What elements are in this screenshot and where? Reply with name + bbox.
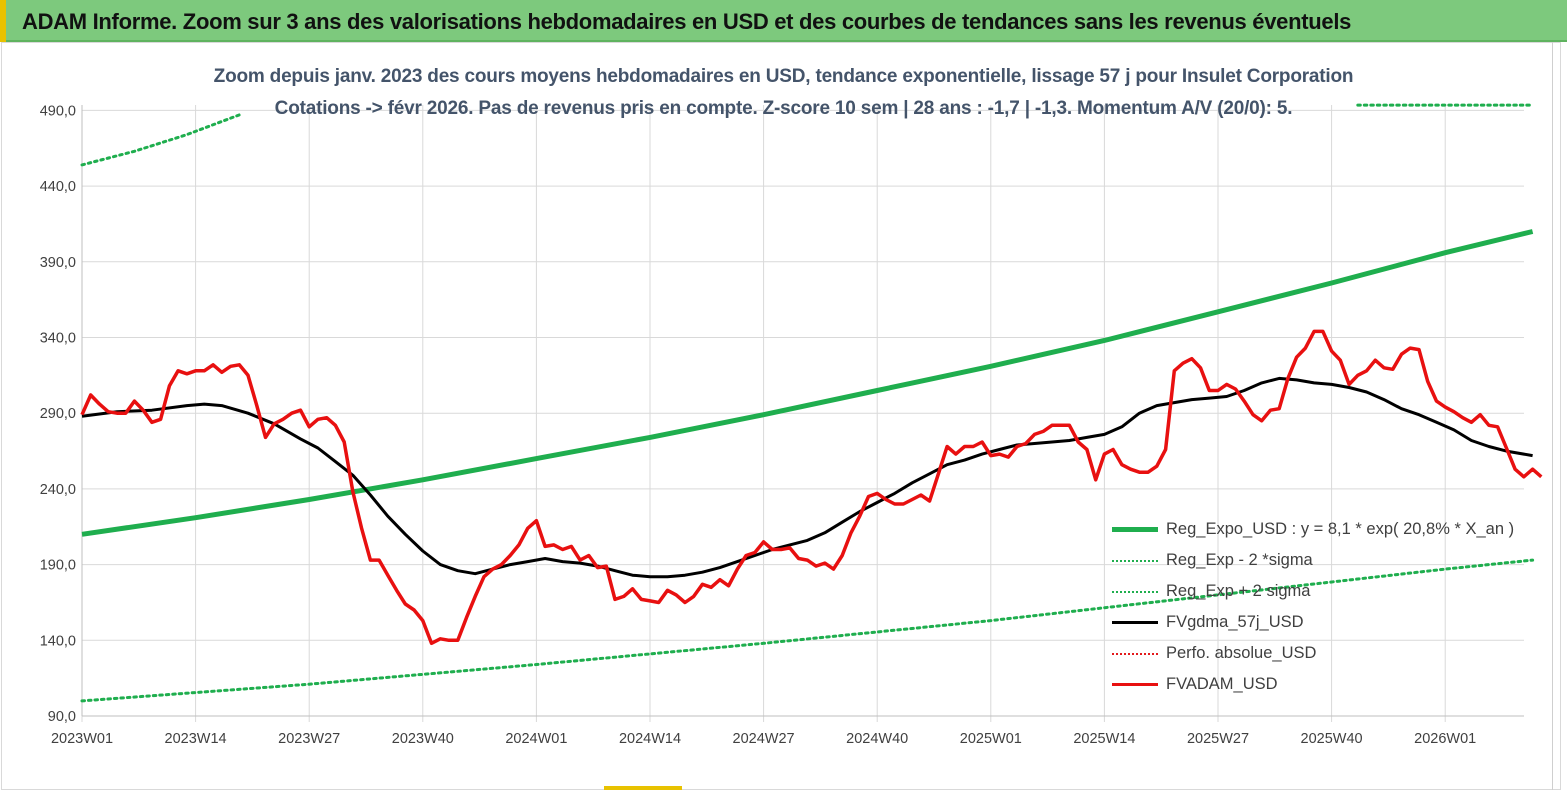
x-tick-label: 2024W14 [619,731,681,747]
chart-legend: Reg_Expo_USD : y = 8,1 * exp( 20,8% * X_… [1112,514,1514,700]
frame-edge [1552,42,1561,790]
x-tick-label: 2026W01 [1414,731,1476,747]
legend-label: FVgdma_57j_USD [1166,613,1304,631]
legend-swatch [1112,527,1158,532]
legend-swatch [1112,683,1158,686]
legend-item: Reg_Exp - 2 *sigma [1112,545,1514,576]
legend-swatch [1112,590,1158,593]
y-tick-label: 490,0 [40,103,76,119]
header-banner: ADAM Informe. Zoom sur 3 ans des valoris… [0,0,1567,42]
legend-label: Perfo. absolue_USD [1166,644,1317,662]
legend-swatch [1112,652,1158,655]
legend-label: Reg_Exp + 2 sigma [1166,582,1311,600]
price-line [80,329,1543,646]
x-tick-label: 2023W27 [278,731,340,747]
accent-bar [0,0,6,42]
smoothed-line [81,376,1533,579]
x-tick-label: 2025W01 [960,731,1022,747]
y-tick-label: 440,0 [40,179,76,195]
y-tick-label: 390,0 [40,255,76,271]
legend-item: FVADAM_USD [1112,669,1514,700]
x-tick-label: 2024W01 [505,731,567,747]
legend-swatch [1112,559,1158,562]
x-tick-label: 2025W27 [1187,731,1249,747]
x-tick-label: 2024W40 [846,731,908,747]
x-tick-label: 2025W40 [1301,731,1363,747]
x-tick-label: 2023W14 [165,731,227,747]
legend-label: FVADAM_USD [1166,675,1278,693]
legend-label: Reg_Expo_USD : y = 8,1 * exp( 20,8% * X_… [1166,520,1515,538]
y-tick-label: 290,0 [40,406,76,422]
legend-label: Reg_Exp - 2 *sigma [1166,551,1313,569]
x-tick-label: 2024W27 [733,731,795,747]
y-tick-label: 90,0 [48,709,76,725]
legend-item: Reg_Exp + 2 sigma [1112,576,1514,607]
legend-item: FVgdma_57j_USD [1112,607,1514,638]
chart-title: Zoom depuis janv. 2023 des cours moyens … [213,66,1354,87]
chart-frame [1,42,1561,790]
accent-bar-bottom [604,786,682,790]
y-tick-label: 140,0 [40,633,76,649]
x-tick-label: 2025W14 [1073,731,1135,747]
x-tick-label: 2023W01 [51,731,113,747]
chart-subtitle: Cotations -> févr 2026. Pas de revenus p… [274,98,1293,119]
lower-sigma-line [80,558,1535,703]
upper-sigma-line [80,113,241,167]
legend-item: Perfo. absolue_USD [1112,638,1514,669]
y-tick-label: 240,0 [40,482,76,498]
legend-item: Reg_Expo_USD : y = 8,1 * exp( 20,8% * X_… [1112,514,1514,545]
y-tick-label: 190,0 [40,558,76,574]
legend-swatch [1112,621,1158,624]
y-tick-label: 340,0 [40,331,76,347]
trend-line [81,229,1534,537]
x-tick-label: 2023W40 [392,731,454,747]
report-title: ADAM Informe. Zoom sur 3 ans des valoris… [22,9,1352,34]
